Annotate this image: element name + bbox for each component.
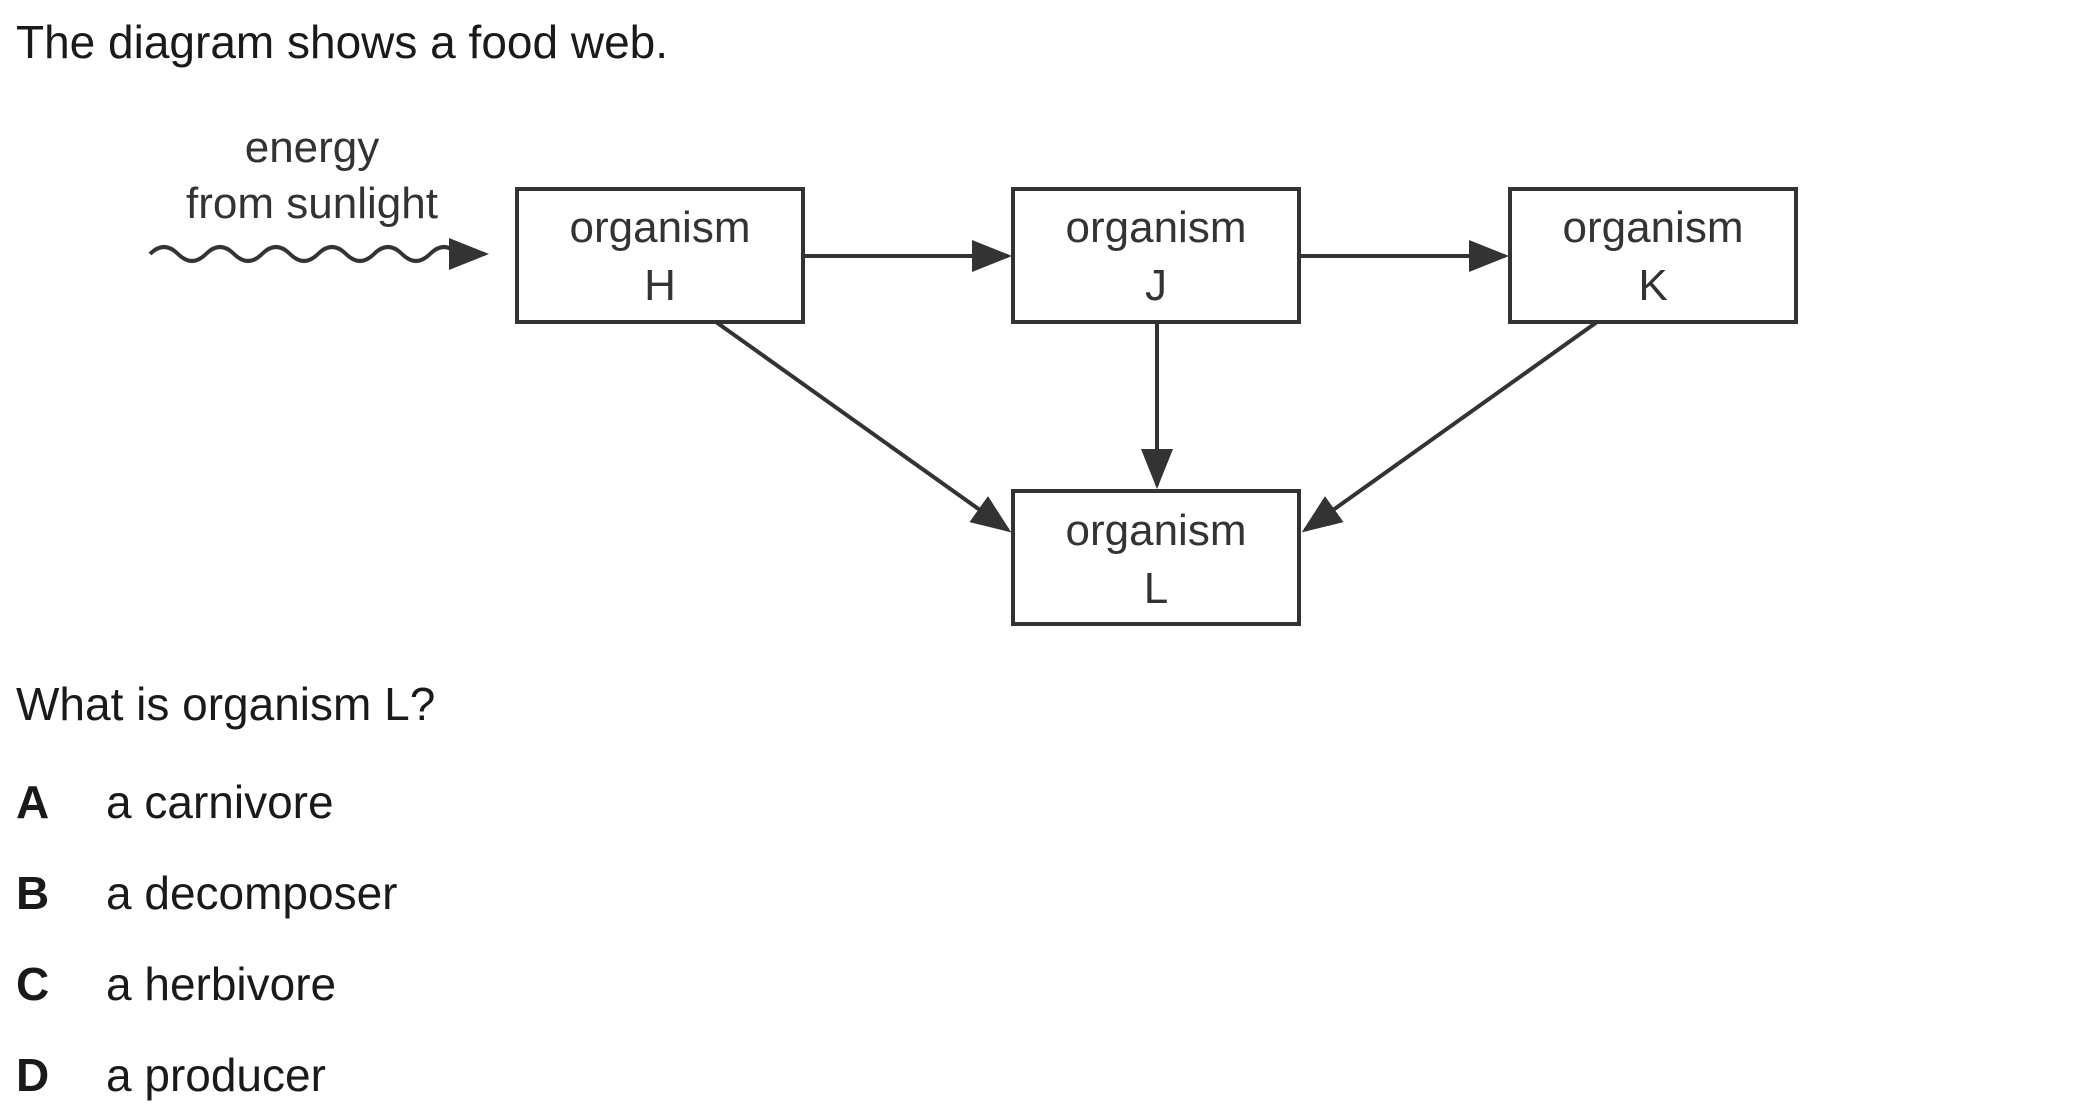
node-organism-h: organism H xyxy=(515,187,805,324)
answer-options: A a carnivore B a decomposer C a herbivo… xyxy=(16,772,398,1111)
node-k-letter: K xyxy=(1638,261,1667,310)
option-b-letter: B xyxy=(16,867,50,919)
energy-label-line2: from sunlight xyxy=(186,179,438,228)
arrow-h-to-l xyxy=(714,320,1012,533)
node-j-word: organism xyxy=(1066,203,1247,252)
node-j-letter: J xyxy=(1145,261,1167,310)
node-k-word: organism xyxy=(1563,203,1744,252)
node-h-word: organism xyxy=(570,203,751,252)
node-h-letter: H xyxy=(644,261,676,310)
option-d-text: a producer xyxy=(106,1049,326,1101)
option-a[interactable]: A a carnivore xyxy=(16,772,398,863)
option-c-letter: C xyxy=(16,958,50,1010)
option-c[interactable]: C a herbivore xyxy=(16,954,398,1045)
node-l-letter: L xyxy=(1144,564,1168,613)
node-organism-l: organism L xyxy=(1011,489,1301,626)
option-b[interactable]: B a decomposer xyxy=(16,863,398,954)
node-l-word: organism xyxy=(1066,506,1247,555)
option-b-text: a decomposer xyxy=(106,867,398,919)
food-web-diagram: energy from sunlight organism H organism… xyxy=(148,123,1798,626)
option-a-letter: A xyxy=(16,776,50,828)
intro-text: The diagram shows a food web. xyxy=(16,16,669,68)
node-organism-j: organism J xyxy=(1011,187,1301,324)
arrow-k-to-l xyxy=(1301,320,1599,533)
option-c-text: a herbivore xyxy=(106,958,337,1010)
question-text: What is organism L? xyxy=(16,678,436,730)
option-a-text: a carnivore xyxy=(106,776,334,828)
sunlight-arrow xyxy=(148,238,489,270)
node-organism-k: organism K xyxy=(1508,187,1798,324)
option-d-letter: D xyxy=(16,1049,50,1101)
option-d[interactable]: D a producer xyxy=(16,1045,398,1111)
energy-label-line1: energy xyxy=(245,123,380,172)
